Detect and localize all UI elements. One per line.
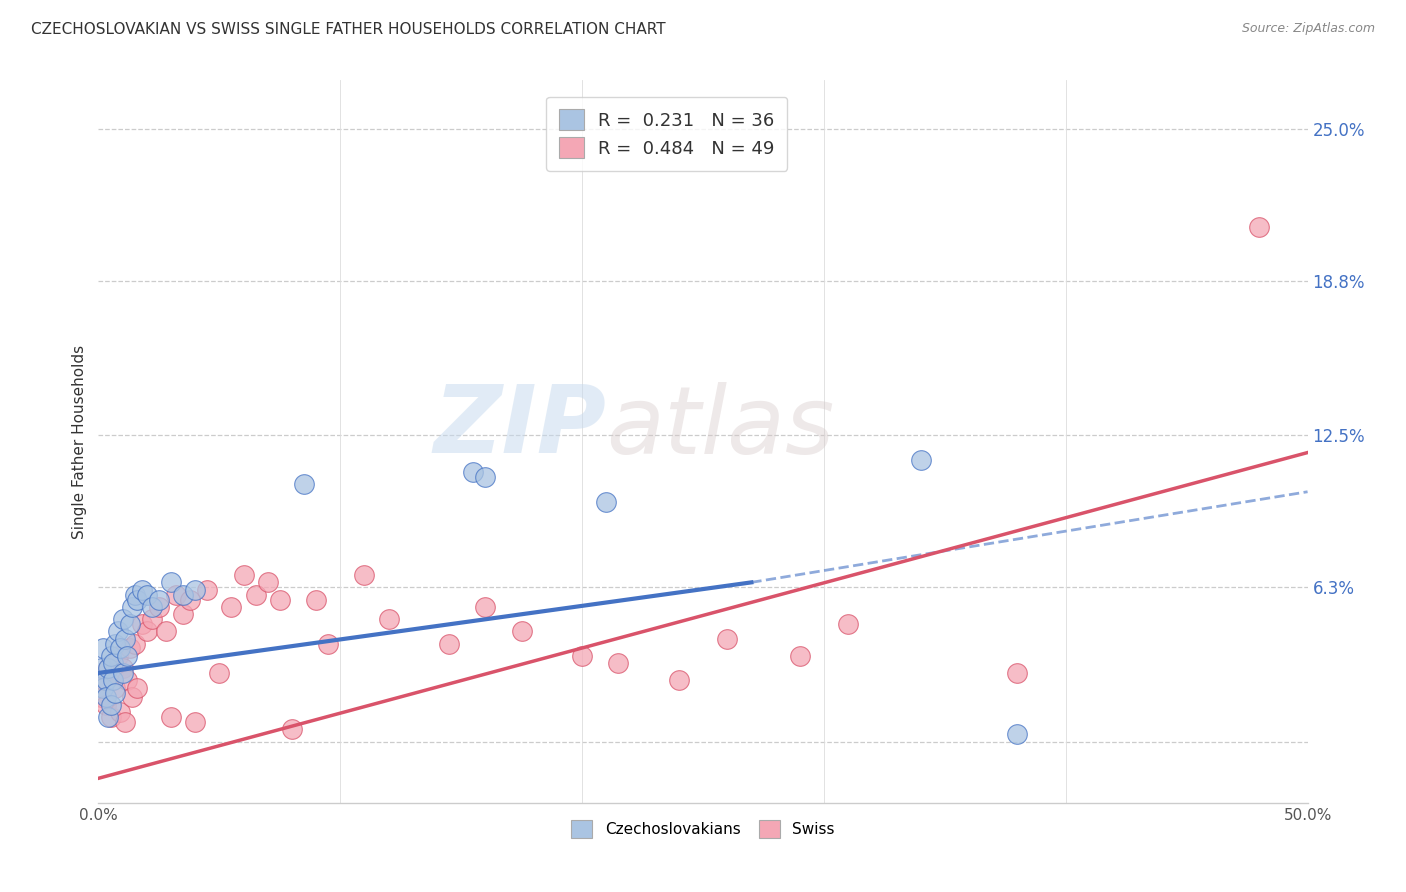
Point: [94, 673, 117, 688]
Point: [114, 632, 136, 646]
Point: [789, 648, 811, 663]
Point: [117, 648, 139, 663]
Point: [148, 592, 170, 607]
Point: [172, 588, 194, 602]
Point: [571, 648, 593, 663]
Point: [595, 494, 617, 508]
Point: [111, 665, 134, 680]
Point: [94, 698, 117, 712]
Point: [97, 661, 120, 675]
Text: CZECHOSLOVAKIAN VS SWISS SINGLE FATHER HOUSEHOLDS CORRELATION CHART: CZECHOSLOVAKIAN VS SWISS SINGLE FATHER H…: [31, 22, 665, 37]
Point: [195, 582, 218, 597]
Point: [474, 599, 496, 614]
Point: [232, 568, 254, 582]
Point: [463, 465, 485, 479]
Point: [179, 592, 201, 607]
Point: [160, 710, 183, 724]
Point: [172, 607, 194, 622]
Point: [101, 665, 124, 680]
Point: [353, 568, 375, 582]
Point: [108, 641, 131, 656]
Point: [837, 617, 859, 632]
Point: [104, 637, 127, 651]
Point: [474, 470, 496, 484]
Point: [91, 681, 114, 695]
Point: [281, 723, 304, 737]
Point: [141, 599, 163, 614]
Point: [184, 582, 207, 597]
Point: [1249, 220, 1271, 235]
Point: [94, 690, 117, 705]
Point: [131, 582, 153, 597]
Y-axis label: Single Father Households: Single Father Households: [72, 344, 87, 539]
Point: [135, 588, 157, 602]
Point: [91, 673, 114, 688]
Point: [510, 624, 533, 639]
Point: [124, 588, 146, 602]
Point: [668, 673, 690, 688]
Point: [135, 624, 157, 639]
Text: Source: ZipAtlas.com: Source: ZipAtlas.com: [1241, 22, 1375, 36]
Point: [111, 612, 134, 626]
Point: [127, 681, 149, 695]
Point: [117, 673, 139, 688]
Point: [127, 592, 149, 607]
Point: [141, 612, 163, 626]
Text: ZIP: ZIP: [433, 381, 606, 473]
Point: [221, 599, 243, 614]
Point: [118, 641, 141, 656]
Point: [124, 637, 146, 651]
Point: [97, 710, 120, 724]
Point: [104, 681, 127, 695]
Point: [148, 599, 170, 614]
Point: [100, 648, 122, 663]
Point: [107, 648, 129, 663]
Point: [121, 599, 143, 614]
Point: [91, 641, 114, 656]
Point: [114, 714, 136, 729]
Point: [100, 710, 122, 724]
Point: [305, 592, 328, 607]
Point: [165, 588, 187, 602]
Point: [100, 698, 122, 712]
Point: [716, 632, 738, 646]
Point: [316, 637, 339, 651]
Point: [111, 661, 134, 675]
Point: [90, 690, 112, 705]
Point: [910, 453, 932, 467]
Point: [437, 637, 460, 651]
Point: [1007, 727, 1029, 741]
Point: [118, 617, 141, 632]
Point: [108, 705, 131, 719]
Point: [97, 661, 120, 675]
Point: [292, 477, 315, 491]
Point: [607, 656, 630, 670]
Point: [269, 592, 291, 607]
Point: [184, 714, 207, 729]
Point: [107, 624, 129, 639]
Legend: Czechoslovakians, Swiss: Czechoslovakians, Swiss: [564, 813, 842, 846]
Point: [90, 661, 112, 675]
Point: [101, 673, 124, 688]
Point: [104, 685, 127, 699]
Point: [155, 624, 177, 639]
Point: [208, 665, 231, 680]
Point: [377, 612, 399, 626]
Point: [160, 575, 183, 590]
Point: [256, 575, 278, 590]
Point: [101, 656, 124, 670]
Point: [131, 617, 153, 632]
Text: atlas: atlas: [606, 382, 835, 473]
Point: [1007, 665, 1029, 680]
Point: [245, 588, 267, 602]
Point: [121, 690, 143, 705]
